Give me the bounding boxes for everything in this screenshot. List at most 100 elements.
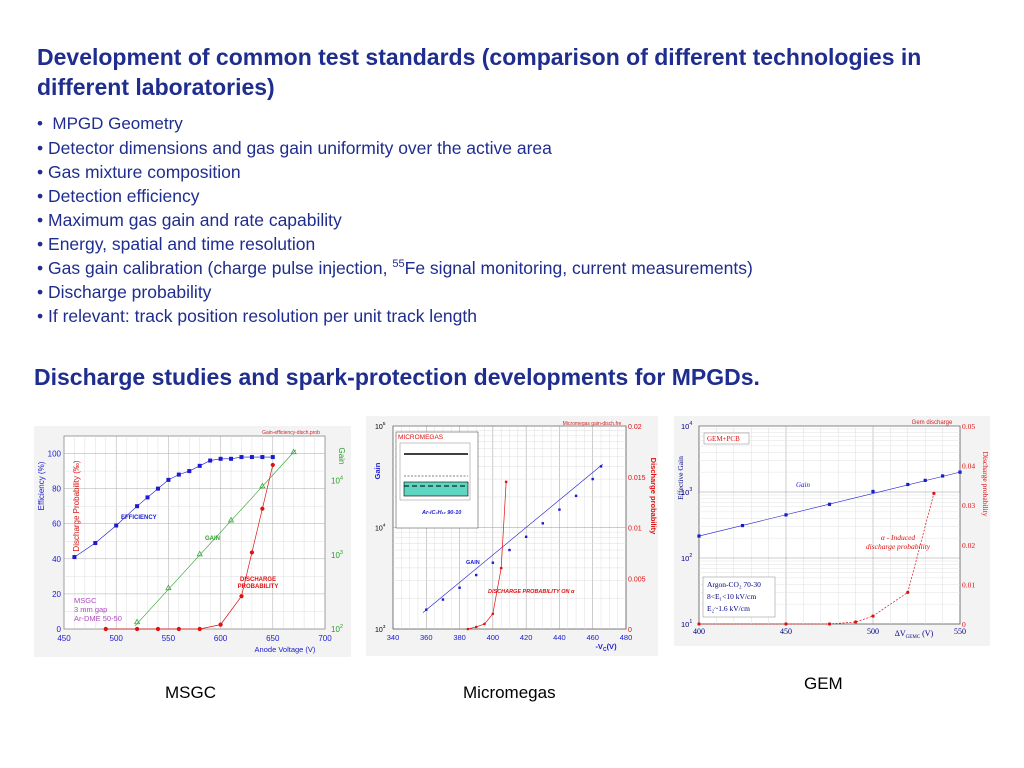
x-tick-label: 650 [266,634,280,643]
data-point-efficiency [135,504,140,509]
data-point-gain [574,494,578,498]
data-point-gain [906,482,910,487]
series-label-efficiency: EFFICIENCY [121,515,157,521]
series-label-discharge-2: discharge probability [866,542,931,551]
y-axis-label-2: Discharge Probability (‰) [72,460,81,551]
x-axis-label: Anode Voltage (V) [255,645,316,654]
data-point-efficiency [145,495,150,500]
data-point-gain [508,548,511,552]
data-point-gain [133,618,141,625]
data-point-efficiency [270,455,275,460]
data-point-gain [290,448,297,455]
y-tick-label: 80 [52,485,61,494]
x-tick-label: 360 [420,633,433,642]
data-point-discharge [871,614,875,618]
data-point-efficiency [187,469,192,474]
chart-header: Gem discharge [912,420,953,426]
data-point-gain [458,586,461,589]
condition-text: E₂~1.6 kV/cm [707,604,750,613]
y-tick-label: 20 [52,590,61,599]
x-tick-label: 600 [214,634,228,643]
data-point-discharge [854,620,858,624]
section-subtitle: Discharge studies and spark-protection d… [34,364,760,390]
gain-tick-label: 103 [331,550,343,560]
data-point-gain [541,522,544,525]
data-point-efficiency [72,555,77,560]
data-point-efficiency [260,455,265,460]
data-point-efficiency [239,455,244,460]
bullet-item: • Gas mixture composition [37,162,241,182]
data-point-discharge [932,491,936,495]
gain-tick-label: 105 [375,421,386,431]
bullet-item: • Detector dimensions and gas gain unifo… [37,138,552,158]
data-point-gain [227,516,235,523]
x-tick-label: 400 [693,627,705,636]
data-point-gain [558,508,561,511]
series-label-discharge-2: PROBABILITY [238,584,279,590]
data-point-gain [259,482,266,489]
gain-tick-label: 104 [375,523,386,533]
right-tick-label: 0.01 [628,526,642,533]
data-point-efficiency [176,472,181,477]
data-point-discharge [499,566,503,570]
data-point-gain [827,502,832,506]
data-point-discharge [827,622,832,626]
right-tick-label: 0.05 [962,422,975,431]
anode-strips [403,481,469,497]
condition-text: Argon-CO₂ 70-30 [707,580,761,589]
series-label-gain: GAIN [466,560,480,566]
x-tick-label: 460 [586,633,599,642]
series-line-gain [422,464,603,613]
bullet-item: • Maximum gas gain and rate capability [37,210,342,230]
data-point-discharge [239,594,244,599]
data-point-efficiency [208,458,213,463]
x-tick-label: 340 [387,633,400,642]
right-tick-label: 0.03 [962,501,975,510]
bullet-item: • Detection efficiency [37,186,200,206]
data-point-gain [784,513,788,517]
data-point-gain [958,470,962,474]
data-point-discharge [155,626,161,632]
bullet-item: • Discharge probability [37,282,212,302]
series-label-discharge: DISCHARGE PROBABILITY ON α [488,589,575,595]
micromegas-chart: Micromegas gain-disch.fre 340 360 380 400 420… [373,421,658,653]
data-point-gain [740,523,745,528]
y-axis-label: Effective Gain [676,456,685,500]
data-point-gain [599,465,603,468]
bullet-item: • If relevant: track position resolution… [37,306,477,326]
x-tick-label: 380 [453,633,466,642]
caption-gem: GEM [804,674,843,693]
y-axis-label: Efficiency (%) [37,461,46,510]
data-point-discharge [697,622,701,626]
right-tick-label: 0.005 [628,576,646,583]
condition-text: 8<E₁<10 kV/cm [707,592,756,601]
data-point-gain [425,608,428,611]
y-tick-label: 40 [52,555,61,564]
data-point-efficiency [218,456,223,461]
data-point-discharge [504,480,508,484]
msgc-chart-panel: Gain-efficiency-disch.prob 450 500 550 600 65… [34,426,351,657]
gain-tick-label: 103 [681,487,692,497]
x-tick-label: 400 [487,633,500,642]
data-point-efficiency [114,523,119,528]
y-tick-label: 0 [57,625,62,634]
right-axis-label: Discharge probability [981,451,990,516]
bullet-item: • MPGD Geometry [37,114,183,133]
data-point-gain [165,584,172,591]
inset-title: MICROMEGAS [398,434,444,441]
data-point-gain [475,573,478,577]
data-point-discharge [474,625,478,629]
right-tick-label: 0.04 [962,462,975,471]
data-point-gain [491,561,495,564]
gain-tick-label: 102 [681,553,692,563]
right-tick-label: 0 [628,627,632,634]
data-point-efficiency [229,456,234,461]
chart-header: Micromegas gain-disch.fre [563,421,622,427]
data-point-gain [441,598,445,601]
right-tick-label: 0.01 [962,580,975,589]
series-label-gain: Gain [796,481,811,489]
data-point-efficiency [93,541,98,546]
gem-chart-panel: Gem discharge 400 450 500 550 ΔVGEMC (V) 101 10… [674,416,990,646]
x-tick-label: 500 [110,634,124,643]
